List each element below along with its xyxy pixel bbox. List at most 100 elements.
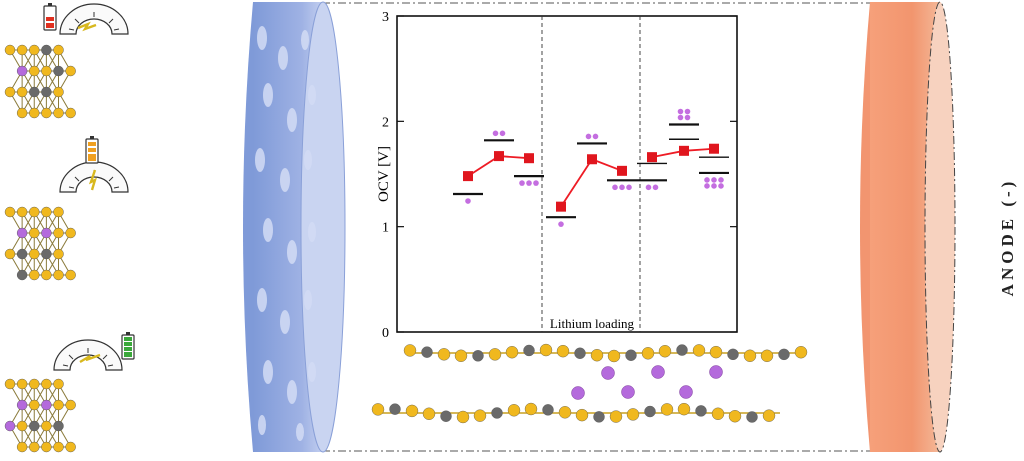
li-atom-marker xyxy=(492,130,499,137)
sulfur-atom xyxy=(524,402,538,416)
sulfur-atom xyxy=(29,399,40,411)
sulfur-atom xyxy=(53,44,64,56)
carbon-atom xyxy=(16,248,28,260)
li-atom-marker xyxy=(711,183,717,189)
sulfur-atom xyxy=(53,269,64,281)
li-atom-marker xyxy=(718,177,724,183)
x-axis-label: Lithium loading xyxy=(550,316,635,331)
sulfur-atom xyxy=(4,44,16,56)
sulfur-atom xyxy=(626,408,640,421)
carbon-atom xyxy=(676,344,688,356)
sulfur-atom xyxy=(65,65,76,77)
y-axis-ticks: 0 1 2 3 xyxy=(382,10,737,341)
carbon-atom xyxy=(746,411,758,423)
lattice-structures xyxy=(4,44,76,453)
li-atom xyxy=(571,386,585,400)
li-atom-marker xyxy=(704,177,710,183)
sulfur-atom xyxy=(762,409,776,422)
sulfur-atom xyxy=(16,378,28,390)
carbon-atom xyxy=(53,65,64,77)
ocv-point xyxy=(463,171,473,182)
speed-gauge-mid-icon xyxy=(59,161,129,193)
sulfur-atom xyxy=(558,406,572,419)
carbon-atom xyxy=(421,346,433,358)
sulfur-atom xyxy=(29,44,40,56)
ocv-point xyxy=(494,151,504,162)
li-atom-marker xyxy=(585,133,592,140)
sulfur-atom xyxy=(16,86,28,98)
li-atom xyxy=(41,399,52,411)
sulfur-atom xyxy=(53,399,64,411)
y-tick-label: 0 xyxy=(382,326,389,341)
carbon-atom xyxy=(472,350,484,362)
li-atom-marker xyxy=(612,184,618,191)
carbon-atom xyxy=(389,403,401,415)
sulfur-atom xyxy=(65,441,76,453)
battery-full-icon xyxy=(121,332,135,360)
carbon-atom xyxy=(53,420,64,432)
sulfur-atom xyxy=(456,410,470,424)
carbon-atom xyxy=(778,348,790,361)
sulfur-atom xyxy=(403,344,417,357)
anode-label: ANODE (-) xyxy=(988,178,1024,297)
sulfur-atom xyxy=(505,346,519,359)
li-atom-marker xyxy=(718,183,724,189)
li-atom-marker xyxy=(711,177,717,183)
sulfur-atom xyxy=(41,378,52,390)
li-atom-marker xyxy=(677,108,684,115)
li-atom-marker xyxy=(677,114,684,121)
sulfur-atom xyxy=(658,345,672,358)
carbon-atom xyxy=(41,86,52,98)
carbon-atom xyxy=(41,44,52,56)
carbon-atom xyxy=(574,347,586,359)
sulfur-atom xyxy=(422,407,436,420)
sulfur-atom xyxy=(53,206,64,218)
anode-label-text: ANODE (-) xyxy=(998,177,1017,297)
li-atom-marker xyxy=(499,130,506,137)
li-atom-marker xyxy=(465,198,471,204)
sulfur-atom xyxy=(575,408,589,422)
sulfur-atom xyxy=(4,378,16,390)
ocv-point xyxy=(524,153,534,164)
sulfur-atom xyxy=(41,441,52,453)
carbon-atom xyxy=(523,344,535,357)
chart-marks xyxy=(453,108,729,227)
li-atom-marker xyxy=(652,184,659,191)
ocv-chart: 0 1 2 3 OCV [V] Lithium loading xyxy=(376,10,738,341)
sulfur-atom xyxy=(660,403,674,416)
sulfur-atom xyxy=(16,107,28,119)
cathode-pores xyxy=(255,26,316,441)
sulfur-atom xyxy=(41,65,52,77)
sulfur-atom xyxy=(711,407,725,420)
li-atom-marker xyxy=(526,180,532,186)
carbon-atom xyxy=(727,348,739,361)
sulfur-atom xyxy=(65,269,76,281)
speed-gauge-high-icon xyxy=(53,339,123,371)
sulfur-atom xyxy=(53,86,64,98)
sulfur-atom xyxy=(41,206,52,218)
sulfur-atom xyxy=(16,441,28,453)
sulfur-atom xyxy=(29,227,40,239)
sulfur-atom xyxy=(488,348,502,361)
sulfur-atom xyxy=(53,107,64,119)
ocv-point xyxy=(587,154,597,165)
cathode-electrode xyxy=(243,1,346,453)
li-atom-marker xyxy=(519,180,525,186)
sulfur-atom xyxy=(4,248,16,260)
li-atom-marker xyxy=(626,184,632,191)
plot-frame xyxy=(396,15,738,333)
li-atom xyxy=(16,227,28,239)
li-atom-marker xyxy=(592,133,599,140)
sulfur-atom xyxy=(4,86,16,98)
sulfur-atom xyxy=(29,269,40,281)
li-atom xyxy=(679,385,693,399)
li-atom xyxy=(41,227,52,239)
sulfur-atom xyxy=(677,402,691,416)
sulfur-atom xyxy=(709,345,723,359)
li-atom xyxy=(709,365,723,379)
sulfur-atom xyxy=(16,44,28,56)
sulfur-atom xyxy=(556,344,570,358)
sulfur-atom xyxy=(743,349,757,362)
y-tick-label: 1 xyxy=(382,221,389,236)
li-atom xyxy=(601,366,615,380)
